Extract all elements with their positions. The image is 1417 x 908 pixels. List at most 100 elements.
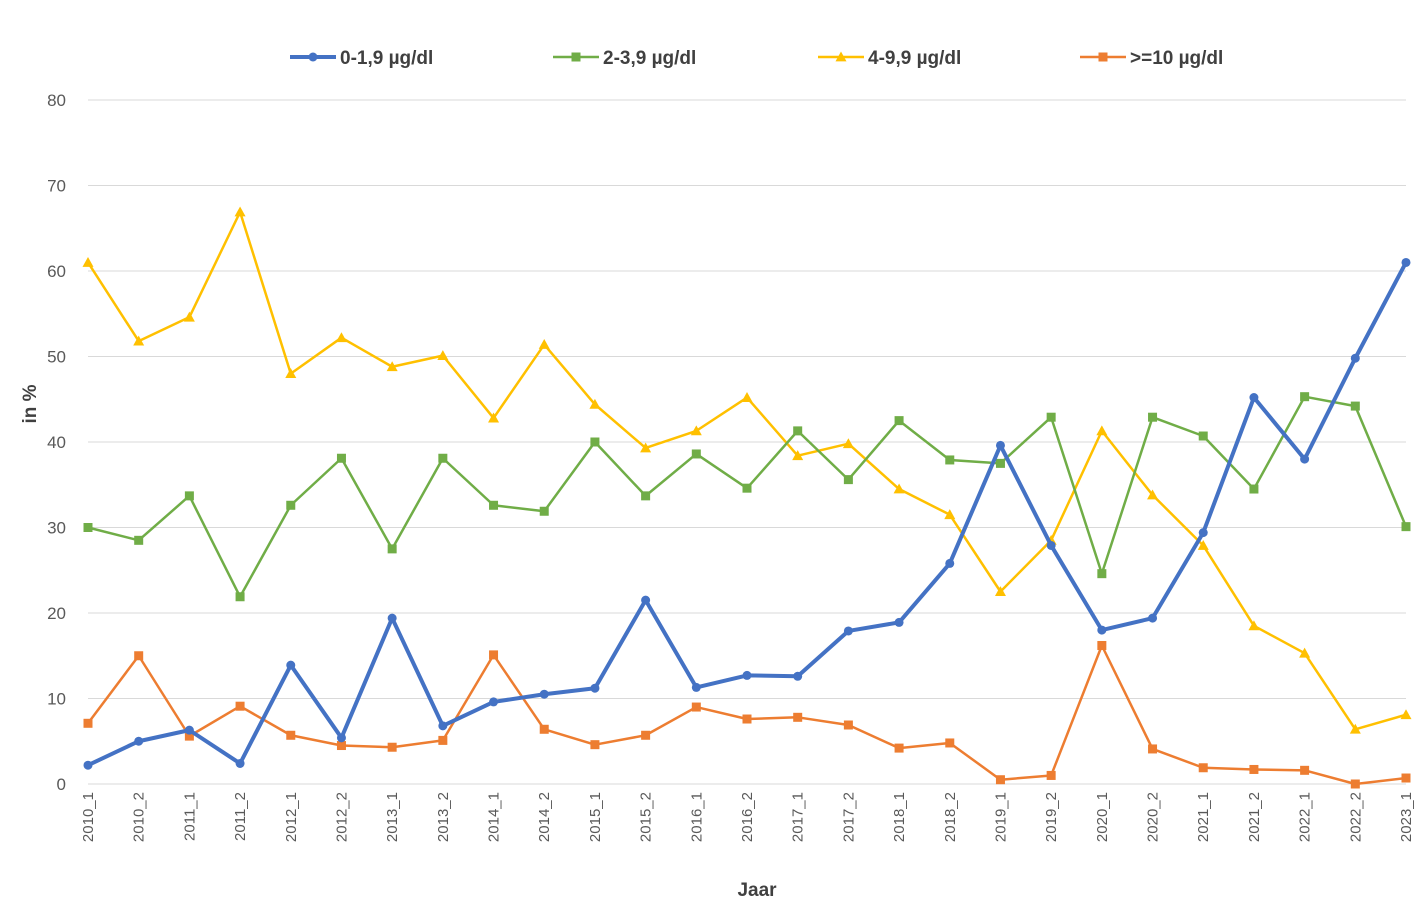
data-point xyxy=(285,368,297,378)
data-point xyxy=(1350,353,1360,363)
data-point xyxy=(387,544,397,554)
x-tick-label: 2020_2 xyxy=(1145,792,1162,842)
x-tick-label: 2022_2 xyxy=(1347,792,1364,842)
y-tick-label: 50 xyxy=(47,348,66,367)
data-point xyxy=(1350,779,1360,789)
data-point xyxy=(945,455,955,465)
y-tick-label: 0 xyxy=(57,775,66,794)
data-point xyxy=(1046,412,1056,422)
data-point xyxy=(235,592,245,602)
data-point xyxy=(1400,709,1412,720)
y-tick-label: 80 xyxy=(47,91,66,110)
legend-item: 2-3,9 µg/dl xyxy=(553,48,696,69)
x-tick-label: 2019_1 xyxy=(992,792,1009,842)
data-point xyxy=(539,724,549,734)
data-point xyxy=(134,651,144,661)
x-tick-label: 2012_2 xyxy=(333,792,350,842)
data-point xyxy=(286,730,296,740)
data-point xyxy=(539,689,549,699)
x-tick-label: 2010_2 xyxy=(131,792,148,842)
data-point xyxy=(1300,765,1310,775)
data-point xyxy=(1198,763,1208,773)
data-point xyxy=(995,775,1005,785)
data-point xyxy=(742,714,752,724)
legend: 0-1,9 µg/dl 2-3,9 µg/dl 4-9,9 µg/dl >=10 µg… xyxy=(290,48,1223,69)
x-tick-label: 2010_1 xyxy=(80,792,97,842)
data-point xyxy=(690,425,702,436)
legend-item: 4-9,9 µg/dl xyxy=(818,48,961,69)
data-point xyxy=(1299,647,1311,658)
data-point xyxy=(386,361,398,372)
y-tick-label: 40 xyxy=(47,433,66,452)
legend-label: 4-9,9 µg/dl xyxy=(868,48,961,69)
x-tick-label: 2013_1 xyxy=(384,792,401,842)
data-point xyxy=(1249,484,1259,494)
x-tick-label: 2016_2 xyxy=(739,792,756,842)
data-point xyxy=(894,416,904,426)
data-point xyxy=(1148,412,1158,422)
data-point xyxy=(945,558,955,568)
data-point xyxy=(1198,431,1208,441)
data-point xyxy=(1197,539,1209,550)
x-tick-label: 2013_2 xyxy=(435,792,452,842)
data-point xyxy=(1046,770,1056,780)
data-point xyxy=(995,440,1005,450)
data-point xyxy=(438,735,448,745)
data-point xyxy=(438,453,448,463)
data-point xyxy=(894,743,904,753)
data-point xyxy=(1249,764,1259,774)
data-point xyxy=(691,702,701,712)
data-point xyxy=(1147,489,1159,500)
data-point xyxy=(184,491,194,501)
data-point xyxy=(336,741,346,751)
data-point xyxy=(286,660,296,670)
x-tick-label: 2021_1 xyxy=(1195,792,1212,842)
data-point xyxy=(387,613,397,623)
data-point xyxy=(134,736,144,746)
data-point xyxy=(590,437,600,447)
data-point xyxy=(641,491,651,501)
x-tick-label: 2018_1 xyxy=(891,792,908,842)
data-point xyxy=(183,311,195,322)
data-point xyxy=(1350,401,1360,411)
data-point xyxy=(234,206,246,217)
data-point xyxy=(1401,522,1411,532)
data-point xyxy=(83,718,93,728)
y-tick-label: 60 xyxy=(47,262,66,281)
data-point xyxy=(184,725,194,735)
legend-label: 0-1,9 µg/dl xyxy=(340,48,433,69)
data-point xyxy=(792,450,804,461)
x-tick-label: 2023_1 xyxy=(1398,792,1415,842)
data-point xyxy=(843,475,853,485)
data-point xyxy=(83,760,93,770)
data-point xyxy=(308,52,318,62)
series-3 xyxy=(83,640,1411,789)
data-point xyxy=(184,731,194,741)
data-point xyxy=(336,733,346,743)
data-point xyxy=(641,730,651,740)
x-tick-label: 2021_2 xyxy=(1246,792,1263,842)
data-point xyxy=(590,683,600,693)
data-point xyxy=(336,453,346,463)
x-axis-title: Jaar xyxy=(737,880,777,901)
series-line xyxy=(86,210,1407,731)
series-0 xyxy=(83,257,1411,770)
data-point xyxy=(893,483,905,494)
series-lines xyxy=(82,206,1412,789)
legend-label: 2-3,9 µg/dl xyxy=(603,48,696,69)
x-tick-label: 2015_1 xyxy=(587,792,604,842)
data-point xyxy=(843,720,853,730)
data-point xyxy=(1046,540,1056,550)
y-tick-label: 10 xyxy=(47,690,66,709)
data-point xyxy=(133,335,145,346)
series-line xyxy=(87,395,1408,599)
data-point xyxy=(691,682,701,692)
data-point xyxy=(1248,620,1260,631)
data-point xyxy=(995,458,1005,468)
data-point xyxy=(489,650,499,660)
y-tick-labels: 0 10 20 30 40 50 60 70 80 xyxy=(47,91,66,794)
legend-label: >=10 µg/dl xyxy=(1130,48,1223,69)
y-tick-label: 20 xyxy=(47,604,66,623)
data-point xyxy=(994,586,1006,597)
